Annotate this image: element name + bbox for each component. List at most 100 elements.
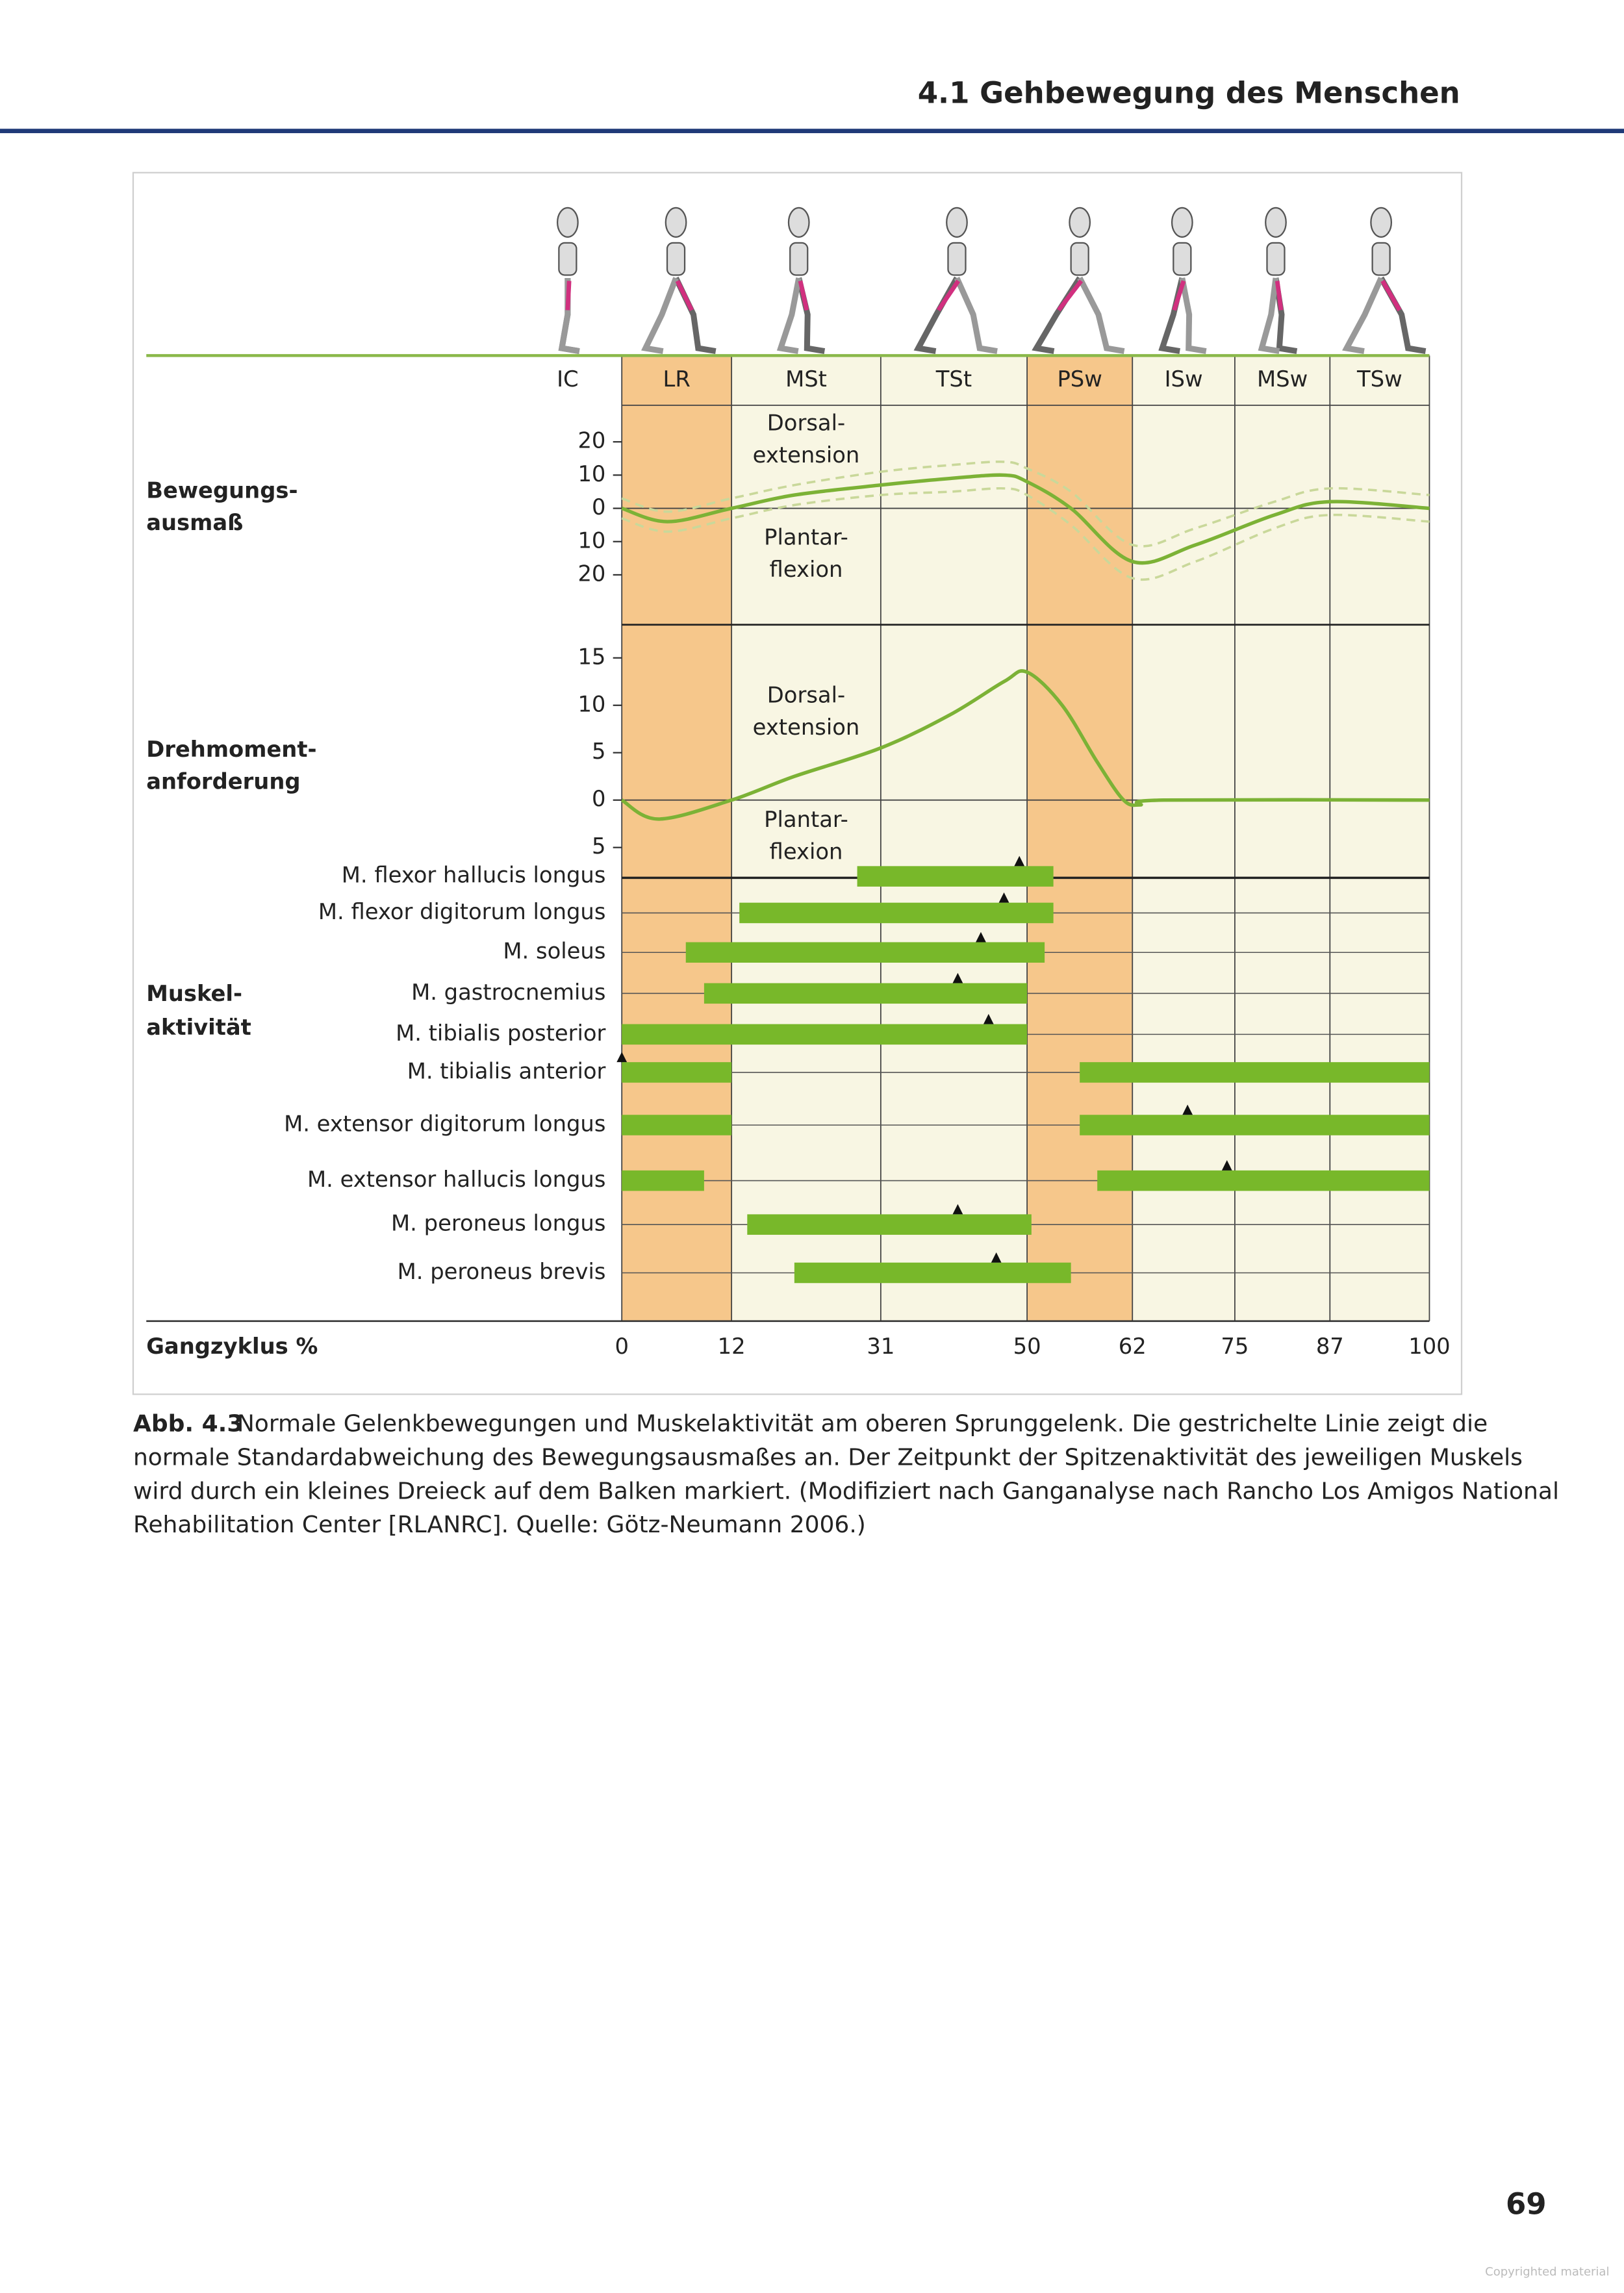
y-tick-label: 20 [577,428,605,453]
torso [666,242,686,276]
gait-figure [1258,207,1298,355]
muscle-name: M. soleus [503,939,605,964]
peak-marker [1182,1104,1193,1115]
phase-band [731,355,881,1321]
torso [1070,242,1089,276]
muscle-name: M. extensor digitorum longus [284,1111,605,1137]
activity-bar [747,1214,1032,1235]
muscle-highlight [1275,281,1284,310]
muscle-name: M. peroneus brevis [398,1259,606,1284]
curve [621,473,1430,565]
annotation: Plantar- [764,524,848,550]
muscle-highlight [565,281,572,310]
y-tick-label: 5 [592,739,605,764]
x-axis-title: Gangzyklus % [146,1334,318,1359]
curve [620,669,1430,821]
activity-bar [685,942,1045,963]
y-tick-label: 10 [577,527,605,553]
torso [947,242,967,276]
activity-bar [857,866,1054,887]
phase-band [1132,355,1235,1321]
section-label: anforderung [146,768,300,794]
section-label: Drehmoment- [146,737,316,762]
torso [558,242,577,276]
annotation: Dorsal- [767,683,845,708]
gait-figure [1158,207,1207,355]
leg [1077,276,1125,355]
phase-label: LR [663,366,691,392]
phase-band [1234,355,1330,1321]
leg [1179,277,1207,355]
phase-label: TSt [935,366,972,392]
caption-line: wird durch ein kleines Dreieck auf dem B… [133,1478,1559,1504]
head [1265,207,1287,238]
muscle-name: M. flexor digitorum longus [318,899,606,924]
peak-marker [998,892,1009,903]
annotation: Dorsal- [767,411,845,436]
gait-figure [913,207,998,355]
muscle-name: M. tibialis posterior [396,1020,605,1046]
activity-bar [794,1262,1071,1284]
x-tick-label: 50 [1013,1334,1041,1359]
backgrounds [622,355,1430,1321]
head [1370,207,1393,238]
annotation: flexion [770,557,843,582]
leg [954,277,998,355]
y-tick-label: 15 [577,644,605,669]
muscle-name: M. peroneus longus [391,1211,605,1236]
annotation: Plantar- [764,807,848,832]
leg [641,277,679,355]
activity-bar [622,1024,1028,1045]
peak-marker [952,972,963,983]
phase-band [880,355,1028,1321]
section-label: ausmaß [146,510,243,535]
head [556,207,579,238]
activity-bar [739,902,1054,924]
muscle-highlight [1380,279,1402,312]
phase-label: PSw [1057,366,1102,392]
torso [789,242,809,276]
annotation: flexion [770,839,843,865]
muscle-highlight [936,279,961,312]
activity-bar [622,1115,732,1135]
section-label: aktivität [146,1015,251,1040]
section-label: Bewegungs- [146,477,298,503]
activity-bar [1080,1115,1430,1135]
leg [776,277,802,355]
phase-label: MSt [785,366,827,392]
y-tick-label: 10 [577,461,605,487]
phase-label: ISw [1165,366,1203,392]
gait-figure [1032,207,1125,355]
x-tick-label: 0 [615,1334,628,1359]
muscle-name: M. gastrocnemius [411,980,605,1005]
peak-marker [976,931,986,943]
gait-figure [641,207,717,355]
torso [1173,242,1192,276]
muscle-name: M. tibialis anterior [407,1058,606,1083]
leg [1258,277,1280,355]
x-tick-label: 31 [867,1334,894,1359]
gait-figure [1342,207,1427,355]
muscle-highlight [1172,280,1186,311]
phase-label: MSw [1257,366,1308,392]
section-label: Muskel- [146,981,242,1006]
section-title: 4.1 Gehbewegung des Menschen [918,75,1460,110]
gait-figure [776,207,826,355]
caption-line: normale Standardabweichung des Bewegungs… [133,1445,1523,1471]
activity-bar [704,983,1028,1004]
figure-frame [132,171,1463,1395]
phase-label: IC [557,366,579,392]
activity-bar [1080,1062,1430,1083]
head [946,207,968,238]
x-tick-label: 62 [1119,1334,1147,1359]
watermark: Copyrighted material [1485,2265,1609,2279]
muscle-name: M. flexor hallucis longus [342,863,606,888]
y-tick-label: 20 [577,561,605,586]
muscle-highlight [798,280,809,311]
sd-line [621,460,1430,548]
peak-marker [952,1204,963,1215]
x-tick-label: 75 [1221,1334,1249,1359]
